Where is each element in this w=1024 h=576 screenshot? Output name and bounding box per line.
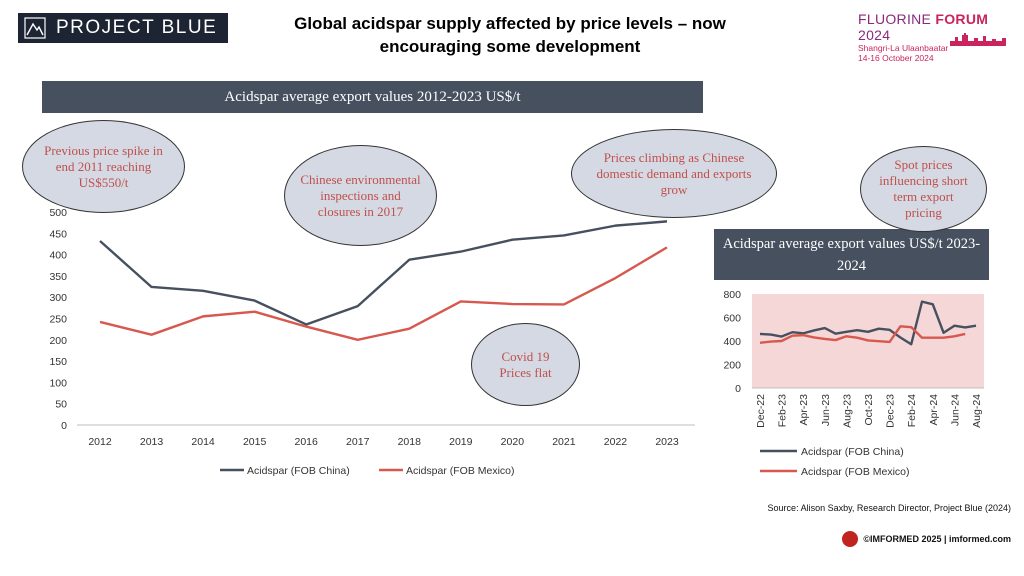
y-tick-label: 0 [735,383,741,395]
y-tick-label: 200 [723,360,741,372]
project-blue-logo: PROJECT BLUE [18,13,228,43]
x-tick-label: 2019 [449,436,473,448]
skyline-icon [950,33,1006,46]
page-title: Global acidspar supply affected by price… [240,12,780,58]
x-tick-label: 2013 [140,436,164,448]
forum-location: Shangri-La Ulaanbaatar [858,43,949,53]
x-tick-label: Aug-23 [841,394,853,428]
y-tick-label: 400 [723,336,741,348]
main-chart-title: Acidspar average export values 2012-2023… [42,81,703,113]
series-line-china [99,220,668,326]
annotation-prices-climbing: Prices climbing as Chinese domestic dema… [571,129,777,218]
series-line-mexico [99,246,668,341]
y-tick-label: 100 [49,377,67,389]
annotation-spot-prices: Spot prices influencing short term expor… [860,146,987,232]
small-chart-title: Acidspar average export values US$/t 202… [714,229,989,280]
x-tick-label: 2023 [655,436,679,448]
x-tick-label: Oct-23 [863,394,875,426]
x-tick-label: 2018 [398,436,422,448]
x-tick-label: Feb-24 [906,394,918,427]
y-tick-label: 250 [49,314,67,326]
forum-title: FLUORINE FORUM 2024 [858,11,989,43]
page-title-line-1: Global acidspar supply affected by price… [294,14,726,33]
y-tick-label: 800 [723,289,741,301]
x-tick-label: Jun-24 [949,394,961,426]
y-tick-label: 500 [49,207,67,219]
x-tick-label: 2022 [604,436,628,448]
x-tick-label: 2017 [346,436,370,448]
footer-credit-text: ©IMFORMED 2025 | imformed.com [863,534,1011,544]
x-tick-label: 2014 [191,436,215,448]
x-tick-label: Feb-23 [777,394,789,427]
imformed-logo-icon [842,531,859,547]
footer-credit: ©IMFORMED 2025 | imformed.com [842,531,1011,547]
y-tick-label: 0 [61,420,67,432]
annotation-chinese-inspections: Chinese environmental inspections and cl… [284,145,437,246]
x-tick-label: Apr-24 [928,394,940,426]
legend-label: Acidspar (FOB China) [801,446,904,458]
annotation-covid: Covid 19 Prices flat [471,323,580,406]
fluorine-forum-logo: FLUORINE FORUM 2024 Shangri-La Ulaanbaat… [858,11,1018,63]
y-tick-label: 350 [49,271,67,283]
x-tick-label: 2020 [501,436,525,448]
source-note: Source: Alison Saxby, Research Director,… [767,503,1011,513]
y-tick-label: 600 [723,313,741,325]
annotation-price-spike-2011: Previous price spike in end 2011 reachin… [22,120,185,213]
x-tick-label: 2016 [295,436,319,448]
y-tick-label: 150 [49,356,67,368]
x-tick-label: Aug-24 [971,394,983,428]
series-line-china [759,300,977,346]
legend-label: Acidspar (FOB Mexico) [406,465,515,477]
series-line-mexico [759,325,966,344]
y-tick-label: 50 [55,399,67,411]
forum-dates: 14-16 October 2024 [858,53,934,63]
legend-label: Acidspar (FOB China) [247,465,350,477]
mountain-logo-icon [24,17,46,39]
x-tick-label: Dec-23 [885,394,897,428]
legend-label: Acidspar (FOB Mexico) [801,466,910,478]
logo-text: PROJECT BLUE [56,17,218,38]
y-tick-label: 200 [49,335,67,347]
y-tick-label: 450 [49,228,67,240]
y-tick-label: 400 [49,250,67,262]
x-tick-label: Dec-22 [755,394,767,428]
x-tick-label: 2021 [552,436,576,448]
y-tick-label: 300 [49,292,67,304]
x-tick-label: 2012 [88,436,112,448]
x-tick-label: Apr-23 [798,394,810,426]
x-tick-label: Jun-23 [820,394,832,426]
page-title-line-2: encouraging some development [379,37,641,56]
x-tick-label: 2015 [243,436,267,448]
